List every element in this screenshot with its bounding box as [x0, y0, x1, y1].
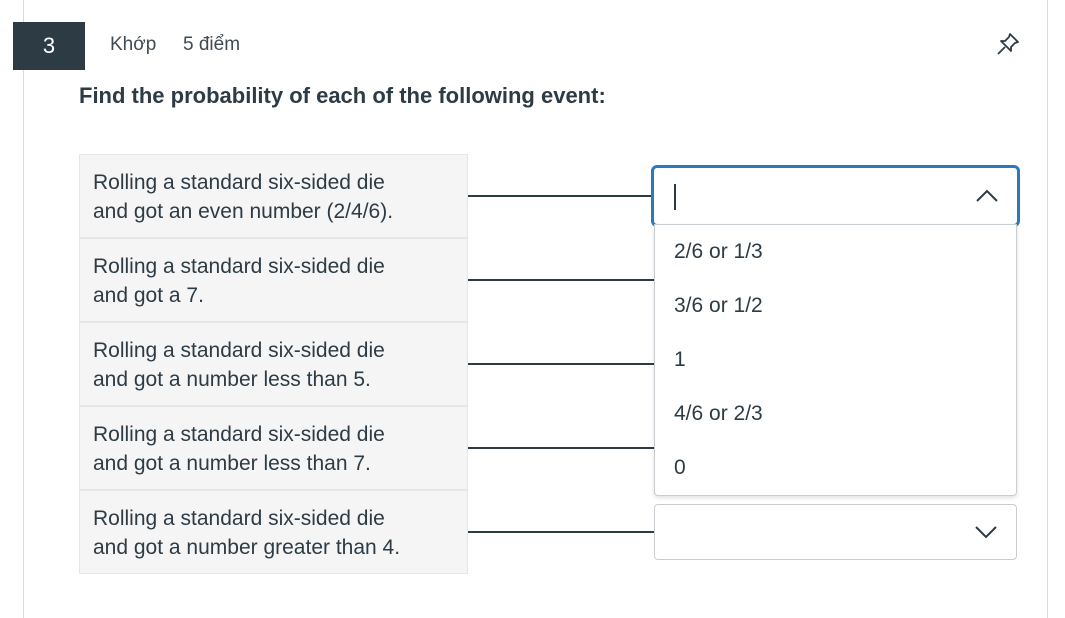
match-left-text: and got an even number (2/4/6). [93, 200, 394, 223]
match-left-text: and got a number less than 7. [93, 452, 371, 475]
dropdown-listbox: 2/6 or 1/3 3/6 or 1/2 1 4/6 or 2/3 0 [654, 224, 1017, 496]
question-prompt: Find the probability of each of the foll… [79, 83, 606, 108]
match-left-item: Rolling a standard six-sided die and got… [79, 154, 468, 238]
match-left-text: Rolling a standard six-sided die [93, 171, 385, 194]
match-left-item: Rolling a standard six-sided die and got… [79, 490, 468, 574]
dropdown-option[interactable]: 0 [674, 456, 686, 479]
question-points: 5 điểm [183, 34, 241, 55]
chevron-up-icon [976, 189, 998, 202]
match-left-text: Rolling a standard six-sided die [93, 423, 385, 446]
question-number: 3 [13, 22, 85, 70]
connector-line [468, 363, 655, 365]
match-left-text: and got a number less than 5. [93, 368, 371, 391]
dropdown-option[interactable]: 3/6 or 1/2 [674, 294, 763, 317]
connector-line [468, 195, 655, 197]
answer-select-open[interactable] [651, 165, 1020, 227]
answer-select[interactable] [654, 504, 1017, 560]
match-left-item: Rolling a standard six-sided die and got… [79, 238, 468, 322]
match-left-item: Rolling a standard six-sided die and got… [79, 322, 468, 406]
dropdown-option[interactable]: 1 [674, 348, 686, 371]
text-caret [674, 184, 676, 210]
match-left-text: and got a number greater than 4. [93, 536, 401, 559]
connector-line [468, 279, 655, 281]
question-type: Khớp [110, 34, 157, 55]
dropdown-option[interactable]: 4/6 or 2/3 [674, 402, 763, 425]
match-left-text: Rolling a standard six-sided die [93, 255, 385, 278]
match-left-text: Rolling a standard six-sided die [93, 507, 385, 530]
pin-icon[interactable] [993, 29, 1023, 59]
dropdown-option[interactable]: 2/6 or 1/3 [674, 240, 763, 263]
connector-line [468, 531, 655, 533]
match-left-text: Rolling a standard six-sided die [93, 339, 385, 362]
chevron-down-icon [975, 526, 997, 539]
match-left-item: Rolling a standard six-sided die and got… [79, 406, 468, 490]
match-left-text: and got a 7. [93, 284, 204, 307]
connector-line [468, 447, 655, 449]
